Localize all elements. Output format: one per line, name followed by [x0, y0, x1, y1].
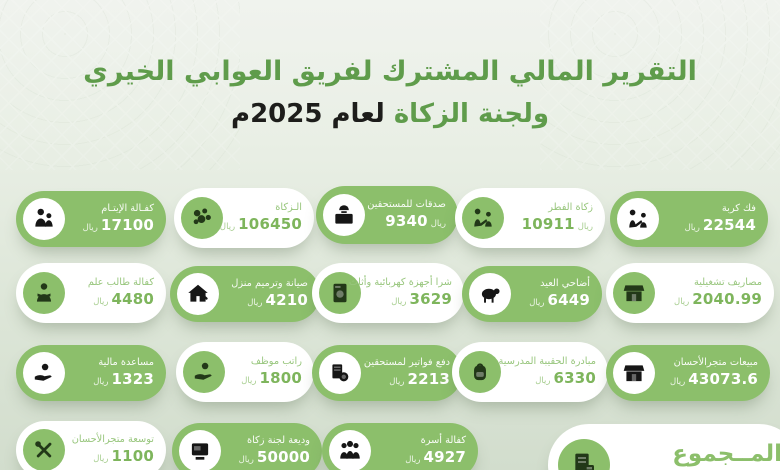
- card-label: شرا أجهزة كهربائية وأثاث: [348, 276, 452, 288]
- relief-help-icon: [617, 198, 659, 240]
- currency-unit: ريال: [430, 218, 446, 229]
- currency-unit: ريال: [389, 376, 405, 387]
- card-zakat-alfitr: زكاة الفطر ريال 10911: [455, 188, 605, 248]
- card-value: 4480: [111, 289, 154, 308]
- card-label: توسعة متجرالأحسان: [71, 433, 154, 445]
- operating-expenses-store-icon: [613, 272, 655, 314]
- card-family-sponsorship: كفالة أسرة ريال 4927: [322, 423, 478, 470]
- family-care-icon: [329, 430, 371, 470]
- card-home-repair: صيانة وترميم منزل ريال 4210: [170, 266, 320, 322]
- card-label: أضاحي العيد: [540, 277, 590, 289]
- zakat-coins-icon: [181, 197, 223, 239]
- zakat-fitr-people-icon: [462, 197, 504, 239]
- financial-aid-hand-icon: [23, 352, 65, 394]
- card-value: 9340: [385, 211, 428, 230]
- eid-sheep-icon: [469, 273, 511, 315]
- card-value: 3629: [409, 289, 452, 308]
- currency-unit: ريال: [670, 376, 686, 387]
- card-value: 2040.99: [692, 289, 762, 308]
- currency-unit: ريال: [674, 296, 690, 307]
- card-charity-for-needy: صدقات للمستحقين ريال 9340: [316, 186, 458, 244]
- total-receipt-icon: [558, 439, 610, 470]
- card-label: فك كربة: [721, 202, 756, 214]
- title-line2: ولجنة الزكاة لعام 2025م: [0, 95, 780, 134]
- card-label: وديعة لجنة زكاة: [246, 434, 310, 446]
- card-label: صدقات للمستحقين: [367, 198, 446, 210]
- appliances-icon: [319, 272, 361, 314]
- currency-unit: ريال: [93, 453, 109, 464]
- card-school-bag-initiative: مبادرة الحقيبة المدرسية ريال 6330: [452, 342, 608, 402]
- card-student-sponsorship: كفالة طالب علم ريال 4480: [16, 263, 166, 323]
- deposit-safe-icon: [179, 430, 221, 470]
- card-bills-payment: دفع فواتير لمستحقين ريال 2213: [312, 345, 462, 401]
- card-label: مصاريف تشغيلية: [693, 276, 762, 288]
- card-label: الـزكاة: [275, 201, 302, 213]
- card-label: مساعدة مالية: [98, 356, 154, 368]
- school-bag-icon: [459, 351, 501, 393]
- total-card: المــجموع ريال297920.590: [548, 424, 780, 470]
- store-expansion-tools-icon: [23, 429, 65, 470]
- card-orphan-sponsorship: كفـالة الإيتـام ريال 17100: [16, 191, 166, 247]
- card-value: 2213: [407, 369, 450, 388]
- salary-hand-icon: [183, 351, 225, 393]
- card-label: كفالة طالب علم: [87, 276, 154, 288]
- card-value: 1323: [111, 369, 154, 388]
- card-label: مبيعات متجرالأحسان: [673, 356, 758, 368]
- card-appliances-purchase: شرا أجهزة كهربائية وأثاث ريال 3629: [312, 263, 464, 323]
- card-label: صيانة وترميم منزل: [231, 277, 308, 289]
- store-sales-icon: [613, 352, 655, 394]
- donation-box-icon: [323, 194, 365, 236]
- card-value: 43073.6: [688, 369, 758, 388]
- home-repair-icon: [177, 273, 219, 315]
- card-store-expansion: توسعة متجرالأحسان ريال 1100: [16, 421, 166, 470]
- card-value: 106450: [238, 214, 302, 233]
- currency-unit: ريال: [219, 221, 236, 232]
- currency-unit: ريال: [529, 297, 545, 308]
- card-value: 1800: [259, 368, 302, 387]
- card-value: 4927: [423, 447, 466, 466]
- card-eid-sacrifices: أضاحي العيد ريال 6449: [462, 266, 602, 322]
- card-financial-aid: مساعدة مالية ريال 1323: [16, 345, 166, 401]
- card-operating-expenses: مصاريف تشغيلية ريال 2040.99: [606, 263, 774, 323]
- card-value: 22544: [702, 215, 756, 234]
- currency-unit: ريال: [535, 375, 551, 386]
- title-line2-black: لعام 2025م: [231, 98, 385, 129]
- bills-payment-icon: [319, 352, 361, 394]
- card-value: 17100: [100, 215, 154, 234]
- currency-unit: ريال: [577, 221, 593, 232]
- card-value: 6449: [547, 290, 590, 309]
- card-value: 1100: [111, 446, 154, 465]
- currency-unit: ريال: [93, 296, 109, 307]
- card-label: راتب موظف: [250, 355, 302, 367]
- card-value: 6330: [553, 368, 596, 387]
- card-employee-salary: راتب موظف ريال 1800: [176, 342, 314, 402]
- currency-unit: ريال: [391, 296, 407, 307]
- card-label: زكاة الفطر: [548, 201, 593, 213]
- card-zakat-committee-deposit: وديعة لجنة زكاة ريال 50000: [172, 423, 322, 470]
- title-line1: التقرير المالي المشترك لفريق العوابي الخ…: [83, 56, 697, 87]
- total-label: المــجموع: [672, 441, 780, 468]
- card-label: كفالة أسرة: [420, 434, 466, 446]
- currency-unit: ريال: [405, 454, 421, 465]
- card-label: كفـالة الإيتـام: [101, 202, 154, 214]
- currency-unit: ريال: [247, 297, 263, 308]
- card-label: مبادرة الحقيبة المدرسية: [498, 355, 596, 367]
- currency-unit: ريال: [93, 376, 109, 387]
- card-relief: فك كربة ريال 22544: [610, 191, 768, 247]
- card-zakat: الـزكاة ريال 106450: [174, 188, 314, 248]
- orphan-care-icon: [23, 198, 65, 240]
- card-label: دفع فواتير لمستحقين: [363, 356, 450, 368]
- student-sponsorship-icon: [23, 272, 65, 314]
- title-line2-green: ولجنة الزكاة: [393, 98, 549, 129]
- card-value: 10911: [521, 214, 575, 233]
- currency-unit: ريال: [684, 222, 700, 233]
- card-value: 4210: [265, 290, 308, 309]
- page-title: التقرير المالي المشترك لفريق العوابي الخ…: [0, 52, 780, 134]
- card-value: 50000: [256, 447, 310, 466]
- currency-unit: ريال: [82, 222, 98, 233]
- currency-unit: ريال: [238, 454, 254, 465]
- card-store-sales: مبيعات متجرالأحسان ريال 43073.6: [606, 345, 770, 401]
- currency-unit: ريال: [241, 375, 257, 386]
